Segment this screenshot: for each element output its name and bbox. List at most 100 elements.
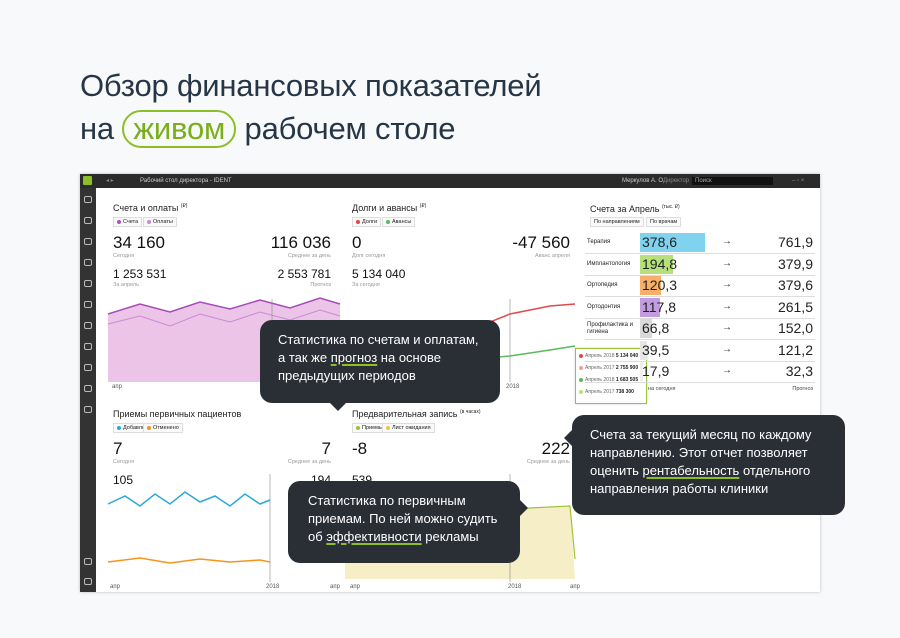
callout-link[interactable]: рентабельность bbox=[642, 463, 740, 478]
legend-chip[interactable]: Авансы bbox=[382, 217, 416, 227]
stat-value: -47 560 bbox=[512, 233, 570, 252]
report-row[interactable]: 17,9 → 32,3 bbox=[585, 361, 815, 383]
tooltip-value: 738 300 bbox=[615, 389, 634, 395]
panel-unit: (в часах) bbox=[460, 409, 481, 415]
legend-chip[interactable]: Долги bbox=[352, 217, 382, 227]
report-row[interactable]: Терапия 378,6 → 761,9 bbox=[585, 232, 815, 254]
stat-value: 222 bbox=[541, 439, 570, 458]
stat-value: 2 553 781 bbox=[277, 267, 331, 281]
window-controls[interactable]: – ▫ × bbox=[792, 178, 805, 184]
footer-label: на сегодня bbox=[648, 386, 676, 392]
axis-label: апр bbox=[350, 584, 360, 590]
tab-button[interactable]: По направлениям bbox=[590, 217, 644, 227]
tooltip-period: Апрель 2018 bbox=[585, 377, 615, 383]
sidebar-icon bbox=[84, 558, 92, 565]
window-title: Рабочий стол директора - IDENT bbox=[140, 178, 232, 184]
report-row[interactable]: Профилактика и гигиена 66,8 → 152,0 bbox=[585, 318, 815, 340]
stat-value: 1 253 531 bbox=[113, 267, 167, 281]
shape: (тыс. ₽) bbox=[662, 204, 680, 210]
row-current: 378,6 bbox=[642, 234, 678, 250]
legend-chip[interactable]: Отменено bbox=[143, 423, 183, 433]
sidebar-icon bbox=[84, 217, 92, 224]
axis-label: 2018 bbox=[508, 584, 522, 590]
legend-label: Отменено bbox=[153, 425, 179, 431]
callout-text: отдельного направления работы клиники bbox=[590, 463, 811, 496]
legend-label: Лист ожидания bbox=[392, 425, 431, 431]
headline: на живом рабочем столе bbox=[80, 110, 456, 148]
row-name: Профилактика и гигиена bbox=[587, 321, 634, 335]
tab-button[interactable]: По врачам bbox=[646, 217, 682, 227]
tooltip-period: Апрель 2017 bbox=[585, 365, 615, 371]
stat-value: 7 bbox=[113, 439, 123, 458]
sidebar-icon bbox=[84, 322, 92, 329]
tooltip-line: Апрель 2017 2 755 900 bbox=[579, 362, 643, 374]
nav[interactable]: ◂ ▸ bbox=[106, 178, 114, 184]
callout-text: на основе предыдущих периодов bbox=[278, 350, 441, 383]
report-row[interactable]: 39,5 → 121,2 bbox=[585, 340, 815, 362]
legend-chip[interactable]: Лист ожидания bbox=[382, 423, 435, 433]
search[interactable]: Поиск bbox=[692, 177, 773, 185]
row-arrow: → bbox=[722, 365, 732, 376]
row-bar bbox=[640, 276, 661, 295]
row-forecast: 121,2 bbox=[777, 341, 813, 358]
tooltip-line: Апрель 2018 5 134 040 bbox=[579, 350, 643, 362]
row-bar bbox=[640, 362, 643, 381]
logo bbox=[83, 176, 92, 185]
stat-label: Аванс апреля bbox=[534, 253, 570, 259]
row-arrow: → bbox=[722, 236, 732, 247]
stat-value: 116 036 bbox=[270, 233, 331, 252]
legend-dot bbox=[147, 425, 151, 430]
sidebar-icon bbox=[84, 280, 92, 287]
sidebar-icon bbox=[84, 578, 92, 585]
stat-label: Сегодня bbox=[113, 459, 135, 465]
axis-label: апр bbox=[570, 584, 580, 590]
shape: Счета за Апрель bbox=[590, 204, 660, 214]
highlight: живом bbox=[122, 110, 237, 148]
stat-label: Среднее за день bbox=[526, 459, 570, 465]
shape bbox=[107, 309, 341, 327]
tooltip: Апрель 2018 5 134 040 Апрель 2017 2 755 9… bbox=[575, 348, 647, 404]
axis-label: апр bbox=[110, 584, 120, 590]
row-forecast: 379,6 bbox=[777, 277, 813, 293]
panel-title: Предварительная запись (в часах) bbox=[352, 409, 481, 419]
row-name: Имплантология bbox=[587, 260, 631, 267]
headline: Обзор финансовых показателей bbox=[80, 68, 542, 103]
stat-value: 0 bbox=[352, 233, 362, 252]
row-forecast: 261,5 bbox=[777, 298, 813, 315]
callout-text: рекламы bbox=[421, 529, 479, 544]
row-current: 66,8 bbox=[642, 320, 670, 336]
tooltip-value: 2 755 900 bbox=[615, 365, 639, 371]
row-forecast: 32,3 bbox=[785, 363, 813, 379]
sidebar-icon bbox=[84, 343, 92, 350]
report-row[interactable]: Имплантология 194,8 → 379,9 bbox=[585, 254, 815, 276]
legend-label: Долги bbox=[362, 219, 378, 225]
user[interactable]: Меркулов А. О. bbox=[622, 178, 665, 184]
legend-label: Счета bbox=[123, 219, 139, 225]
row-arrow: → bbox=[722, 322, 732, 333]
panel-unit: (₽) bbox=[180, 203, 188, 209]
tooltip-value: 5 134 040 bbox=[615, 353, 639, 359]
tooltip-period: Апрель 2018 bbox=[585, 353, 615, 359]
row-current: 120,3 bbox=[642, 277, 678, 293]
legend-chip[interactable]: Оплаты bbox=[143, 217, 177, 227]
shape bbox=[107, 297, 341, 315]
row-forecast: 152,0 bbox=[777, 320, 813, 336]
callout: Счета за текущий месяц по каждому направ… bbox=[572, 415, 845, 515]
panel-title: Счета и оплаты (₽) bbox=[113, 203, 187, 213]
stat-label: Среднее за день bbox=[287, 459, 331, 465]
callout-text: Счета за текущий месяц по каждому направ… bbox=[590, 427, 812, 478]
row-bar bbox=[640, 340, 647, 360]
report-row[interactable]: Ортодонтия 117,8 → 261,5 bbox=[585, 297, 815, 319]
tooltip-line: Апрель 2018 1 683 505 bbox=[579, 374, 643, 386]
legend-chip[interactable]: Счета bbox=[113, 217, 143, 227]
callout-text: Статистика по первичным приемам. По ней … bbox=[308, 493, 498, 544]
row-arrow: → bbox=[722, 343, 732, 355]
callout-link[interactable]: эффективности bbox=[326, 529, 422, 544]
callout-link[interactable]: прогноз bbox=[330, 350, 378, 365]
legend-dot bbox=[117, 425, 121, 430]
legend-label: Добавлено bbox=[123, 425, 152, 431]
report-row[interactable]: Ортопедия 120,3 → 379,6 bbox=[585, 275, 815, 297]
panel-title-text: Счета и оплаты bbox=[113, 203, 179, 213]
